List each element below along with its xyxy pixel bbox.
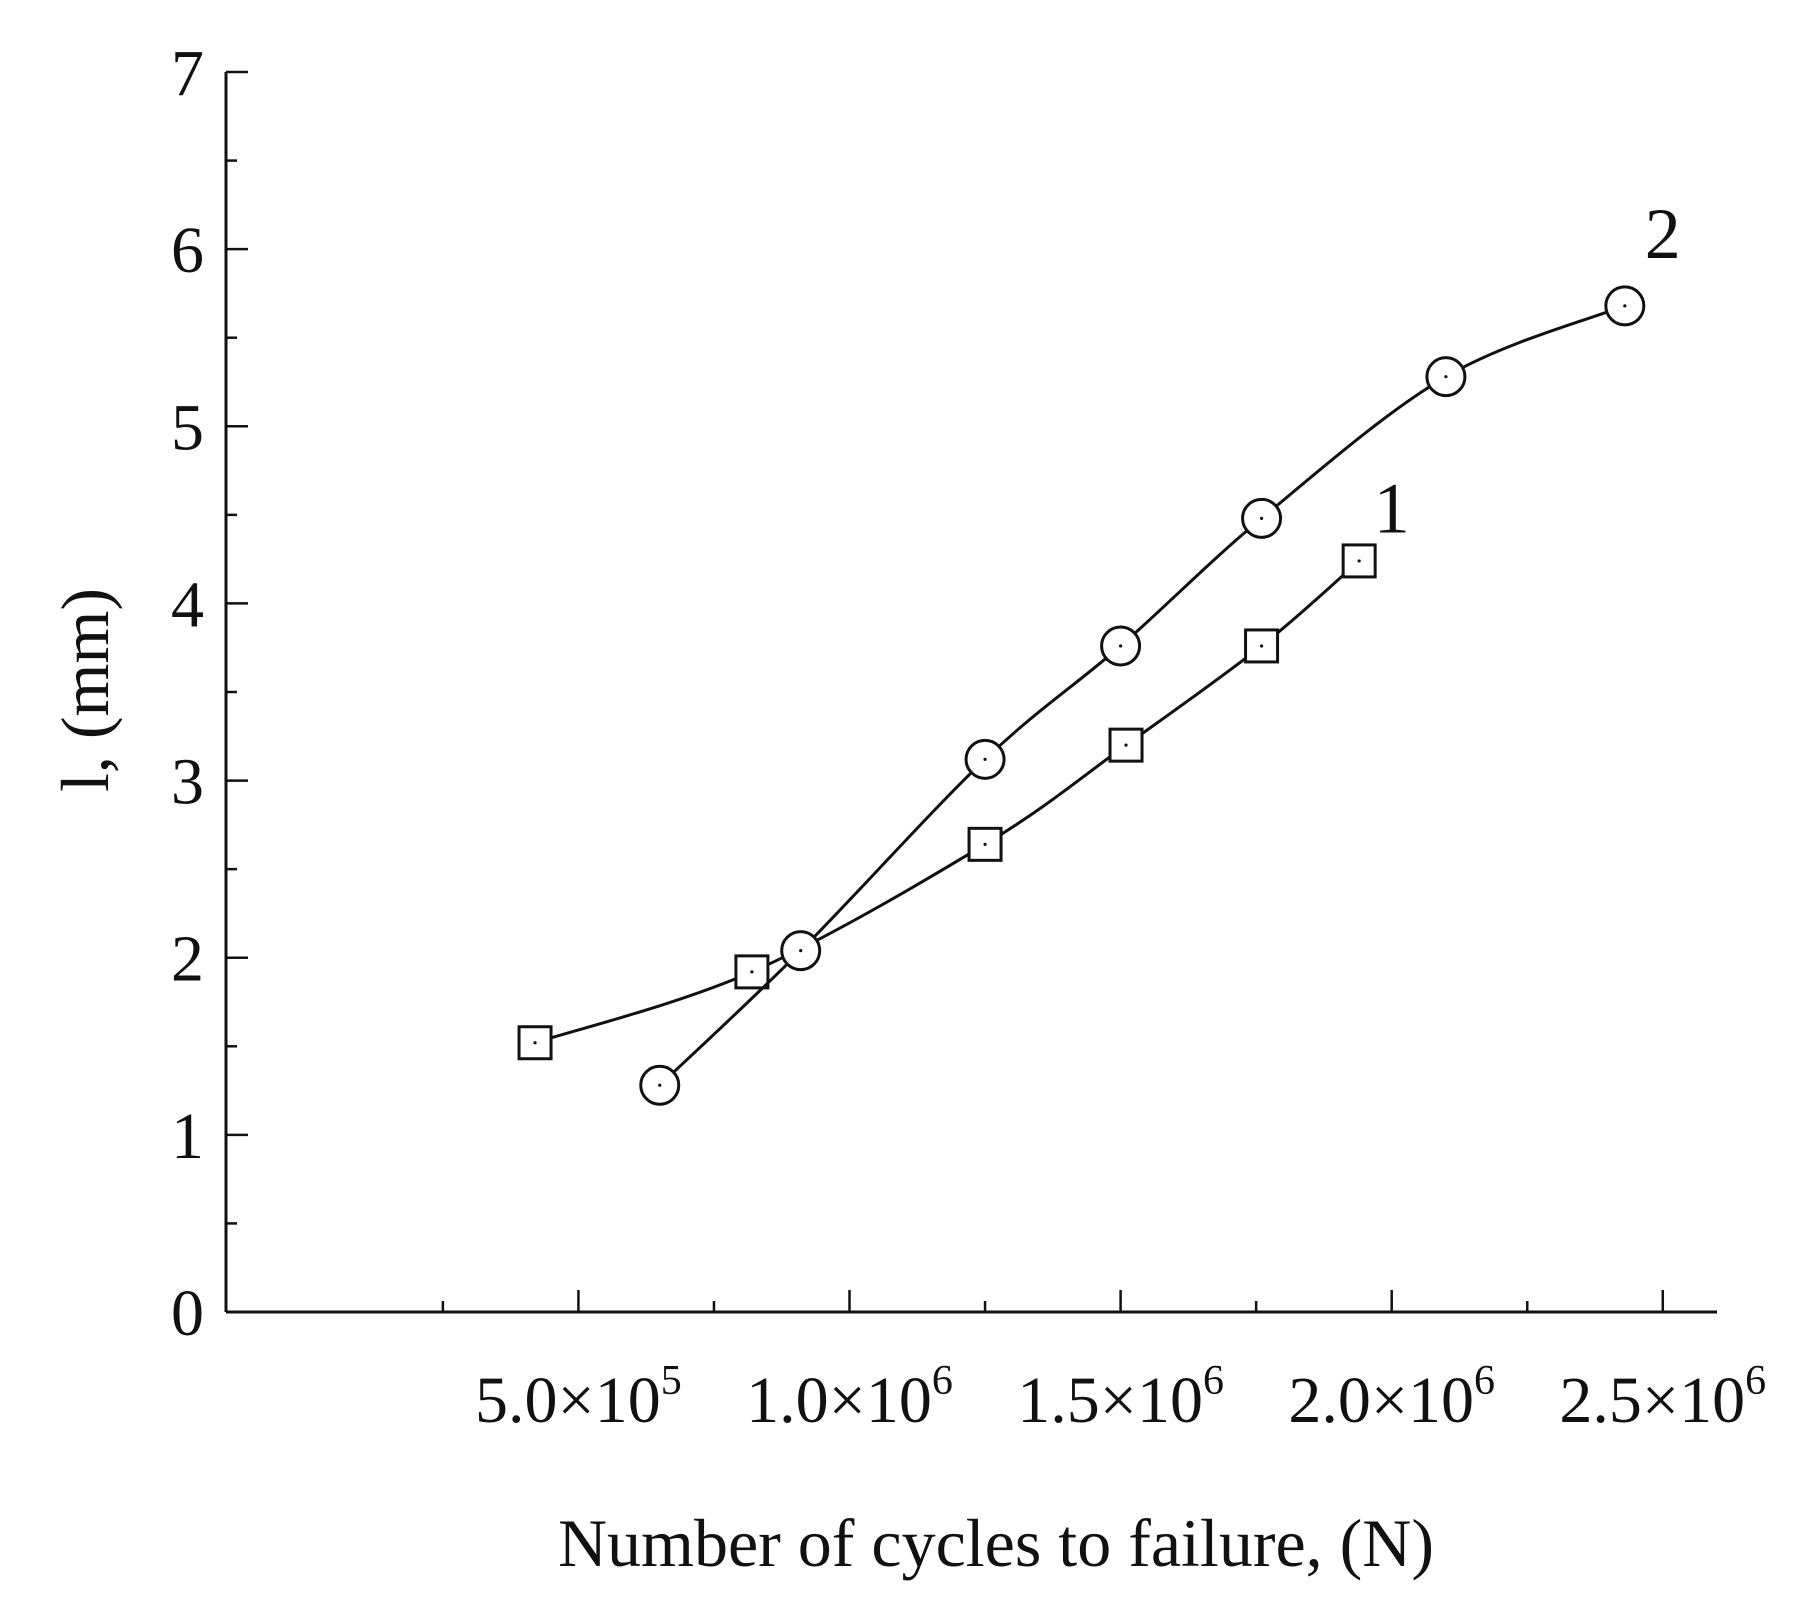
series-group: 12	[517, 194, 1681, 1106]
marker-center-dot	[750, 970, 754, 974]
x-tick-label: 1.0×106	[746, 1358, 953, 1437]
series-1: 1	[517, 469, 1410, 1061]
x-tick-label: 2.0×106	[1288, 1358, 1495, 1437]
marker-center-dot	[1119, 644, 1123, 648]
marker-center-dot	[1259, 644, 1264, 648]
y-tick-label: 6	[171, 214, 204, 287]
marker-center-dot	[799, 949, 803, 953]
y-axis-title: l, (mm)	[47, 588, 123, 792]
series-line	[534, 559, 1361, 1045]
y-tick-label: 0	[171, 1277, 204, 1350]
marker-center-dot	[1124, 743, 1128, 747]
marker-center-dot	[1623, 304, 1627, 308]
square-marker	[1108, 727, 1144, 763]
series-label: 1	[1374, 469, 1410, 549]
y-tick-label: 3	[171, 746, 204, 819]
series-2: 2	[639, 194, 1681, 1106]
marker-center-dot	[658, 1083, 662, 1087]
axes	[224, 72, 1717, 1314]
x-tick-label: 2.5×106	[1559, 1358, 1766, 1437]
marker-center-dot	[1259, 516, 1264, 521]
marker-center-dot	[1444, 375, 1448, 379]
marker-center-dot	[533, 1041, 537, 1045]
y-tick-label: 2	[171, 923, 204, 996]
square-marker	[1341, 543, 1377, 579]
y-tick-label: 5	[171, 391, 204, 464]
y-tick-label: 1	[171, 1100, 204, 1173]
marker-center-dot	[983, 757, 987, 761]
marker-center-dot	[983, 842, 987, 846]
x-tick-label: 1.5×106	[1017, 1358, 1224, 1437]
y-tick-label: 7	[171, 37, 204, 110]
marker-center-dot	[1357, 559, 1361, 563]
x-axis-title: Number of cycles to failure, (N)	[558, 1505, 1434, 1581]
x-tick-label: 5.0×105	[475, 1358, 682, 1437]
y-tick-label: 4	[171, 568, 204, 641]
series-label: 2	[1645, 194, 1681, 274]
